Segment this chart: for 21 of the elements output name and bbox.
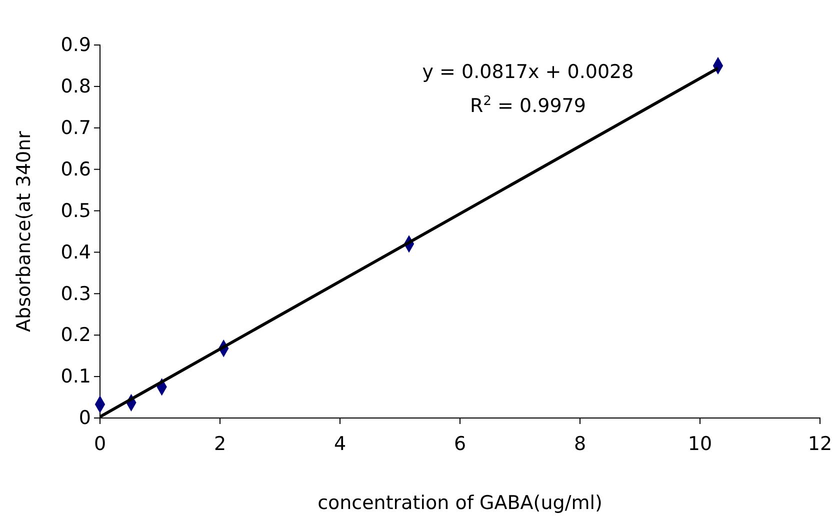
y-tick-label: 0.9 (60, 34, 91, 56)
x-tick-label: 10 (688, 432, 712, 455)
y-tick-label: 0.8 (60, 76, 91, 98)
y-tick-label: 0.5 (60, 200, 91, 222)
y-tick-label: 0.6 (60, 158, 91, 180)
x-tick-label: 0 (94, 432, 106, 455)
x-tick-label: 4 (334, 432, 346, 455)
x-axis-title: concentration of GABA(ug/ml) (318, 492, 602, 514)
y-tick-label: 0.2 (60, 324, 91, 346)
y-tick-label: 0.7 (60, 116, 91, 139)
x-tick-label: 12 (808, 432, 832, 455)
x-tick-label: 2 (214, 432, 226, 455)
y-tick-label: 0.4 (60, 241, 91, 264)
y-tick-label: 0.3 (60, 282, 91, 305)
annotation: R$^{2}$ = 0.9979 (470, 94, 586, 117)
y-axis-title: Absorbance(at 340nr (13, 130, 35, 332)
y-tick-label: 0 (78, 407, 91, 430)
x-tick-label: 8 (574, 432, 586, 455)
x-tick-label: 6 (454, 432, 466, 455)
annotation: y = 0.0817x + 0.0028 (422, 61, 634, 83)
y-tick-label: 0.1 (60, 366, 91, 388)
